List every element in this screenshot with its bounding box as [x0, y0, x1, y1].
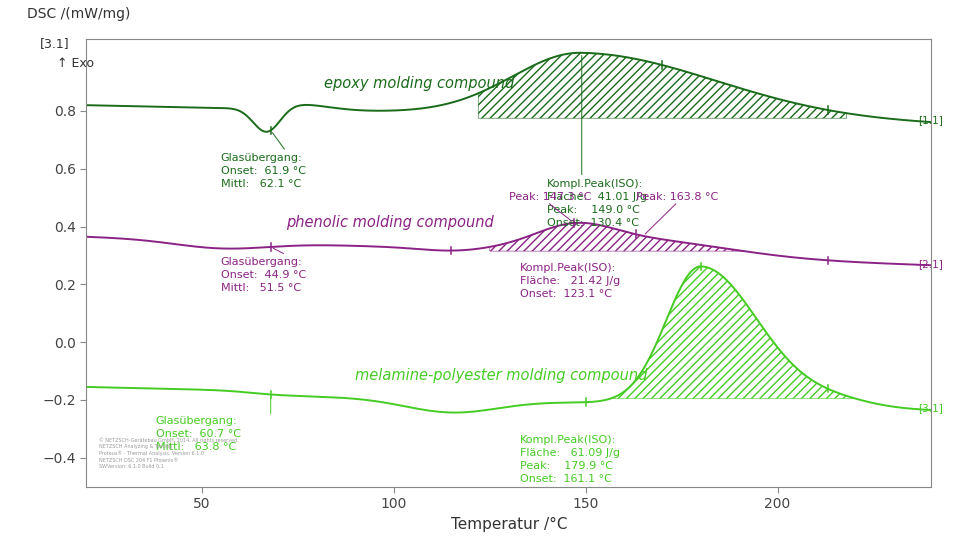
Text: [3.1]: [3.1] — [918, 404, 943, 414]
Text: Kompl.Peak(ISO):
Fläche:   41.01 J/g
Peak:    149.0 °C
Onset:  130.4 °C: Kompl.Peak(ISO): Fläche: 41.01 J/g Peak:… — [547, 179, 647, 228]
Text: Kompl.Peak(ISO):
Fläche:   21.42 J/g
Onset:  123.1 °C: Kompl.Peak(ISO): Fläche: 21.42 J/g Onset… — [520, 263, 620, 299]
Text: [3.1]: [3.1] — [40, 37, 69, 50]
Text: © NETZSCH-Gerätebau GmbH, 2014, All rights reserved.
NETZSCH Analyzing & Testing: © NETZSCH-Gerätebau GmbH, 2014, All righ… — [99, 437, 239, 469]
X-axis label: Temperatur /°C: Temperatur /°C — [450, 517, 567, 531]
Text: ↑ Exo: ↑ Exo — [57, 56, 94, 70]
Text: Kompl.Peak(ISO):
Fläche:   61.09 J/g
Peak:    179.9 °C
Onset:  161.1 °C: Kompl.Peak(ISO): Fläche: 61.09 J/g Peak:… — [520, 435, 620, 484]
Text: Peak: 147.3 °C: Peak: 147.3 °C — [509, 192, 591, 202]
Text: Glasübergang:
Onset:  44.9 °C
Mittl:   51.5 °C: Glasübergang: Onset: 44.9 °C Mittl: 51.5… — [221, 257, 306, 293]
Text: [1.1]: [1.1] — [918, 116, 943, 126]
Text: [2.1]: [2.1] — [918, 259, 943, 269]
Text: phenolic molding compound: phenolic molding compound — [286, 215, 493, 229]
Text: epoxy molding compound: epoxy molding compound — [324, 76, 515, 91]
Text: Glasübergang:
Onset:  60.7 °C
Mittl:   63.8 °C: Glasübergang: Onset: 60.7 °C Mittl: 63.8… — [156, 416, 241, 452]
Text: DSC /(mW/mg): DSC /(mW/mg) — [27, 7, 131, 21]
Text: Peak: 163.8 °C: Peak: 163.8 °C — [636, 192, 718, 202]
Text: melamine-polyester molding compound: melamine-polyester molding compound — [355, 368, 648, 383]
Text: Glasübergang:
Onset:  61.9 °C
Mittl:   62.1 °C: Glasübergang: Onset: 61.9 °C Mittl: 62.1… — [221, 153, 306, 189]
